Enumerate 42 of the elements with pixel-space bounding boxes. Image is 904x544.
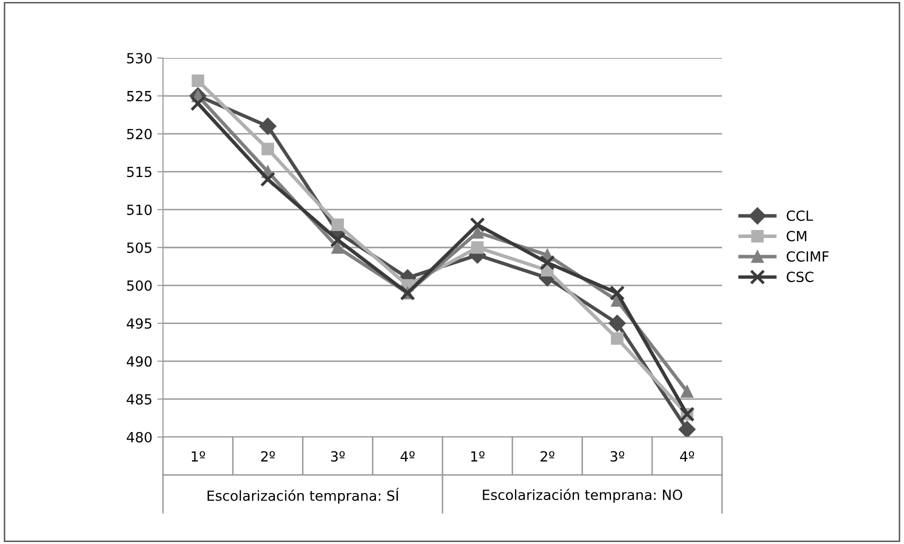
point <box>190 96 206 112</box>
point <box>192 74 204 87</box>
y-tick-label: 510 <box>127 204 152 216</box>
point <box>471 241 484 254</box>
point <box>678 420 696 437</box>
y-tick-label: 480 <box>126 432 152 442</box>
y-tick-label: 485 <box>126 394 152 405</box>
legend-label: CCL <box>786 210 813 221</box>
x-tick-label: 1º <box>192 451 205 462</box>
x-tick-label: 1º <box>471 451 484 462</box>
text: Escolarización temprana: SÍ <box>208 488 399 504</box>
point <box>260 172 276 187</box>
y-tick-label: 525 <box>127 90 152 102</box>
y-tick-label: 515 <box>127 166 152 178</box>
y-tick-label: 495 <box>126 318 152 329</box>
point <box>259 118 276 135</box>
x-tick-label: 3º <box>331 451 345 462</box>
point <box>610 332 624 345</box>
point <box>540 255 555 270</box>
y-tick-label: 520 <box>127 128 152 140</box>
point <box>330 232 346 248</box>
point <box>680 385 694 398</box>
y-tick-label: 530 <box>127 52 152 64</box>
text: Escolarización temprana: NO <box>482 488 682 503</box>
legend-label: CSC <box>786 272 814 282</box>
x-tick-label: 4º <box>400 451 415 462</box>
point <box>471 226 484 239</box>
point <box>470 217 486 232</box>
x-tick-label: 4º <box>680 451 694 462</box>
point <box>262 142 274 156</box>
y-tick-label: 505 <box>127 242 152 253</box>
y-tick-label: 500 <box>127 280 152 291</box>
legend-label: CM <box>786 230 806 242</box>
point <box>331 241 344 254</box>
x-tick-label: 2º <box>540 451 554 462</box>
y-tick-label: 490 <box>126 356 152 367</box>
legend-label: CCIMF <box>786 251 829 262</box>
point <box>331 218 344 232</box>
x-tick-label: 2º <box>261 451 275 462</box>
x-tick-label: 3º <box>610 451 624 462</box>
point <box>610 285 625 301</box>
point <box>608 314 626 332</box>
